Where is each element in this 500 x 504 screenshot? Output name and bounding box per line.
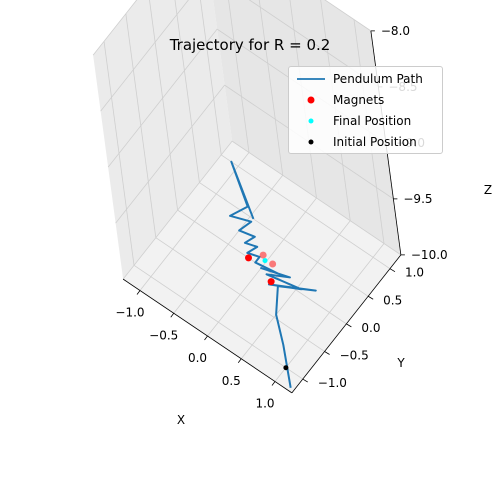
legend-item-final: Final Position xyxy=(289,111,444,131)
z-tick-label: −10.0 xyxy=(411,248,448,262)
y-axis-title: Y xyxy=(396,356,405,370)
x-tick xyxy=(237,358,242,363)
y-tick-label: 0.5 xyxy=(383,293,402,307)
y-tick-label: 0.0 xyxy=(361,321,380,335)
gridline xyxy=(122,140,233,280)
x-tick-label: 0.0 xyxy=(188,351,207,365)
gridline xyxy=(231,140,402,256)
z-axis-title: Z xyxy=(484,183,492,197)
legend: Pendulum Path Magnets Final Position Ini… xyxy=(288,66,443,154)
magnet-point xyxy=(267,278,275,286)
x-axis-title: X xyxy=(177,413,185,427)
x-tick xyxy=(136,290,141,295)
gridline xyxy=(115,84,225,224)
y-tick-label: −1.0 xyxy=(318,376,347,390)
legend-label-path: Pendulum Path xyxy=(333,72,423,86)
final-position-point xyxy=(262,258,268,264)
magnet-point xyxy=(269,260,277,268)
legend-item-initial: Initial Position xyxy=(289,132,444,152)
y-tick-label: 1.0 xyxy=(405,266,424,280)
gridline xyxy=(199,182,369,297)
magnet-point xyxy=(245,254,252,262)
legend-item-magnets: Magnets xyxy=(289,90,444,110)
gridline xyxy=(107,28,218,168)
x-tick-label: 0.5 xyxy=(222,374,241,388)
legend-dot-icon xyxy=(307,96,315,104)
left-pane xyxy=(93,0,233,280)
gridline xyxy=(100,0,189,112)
legend-dot-icon xyxy=(308,139,314,145)
x-tick xyxy=(204,335,208,341)
x-tick-label: 1.0 xyxy=(255,397,274,411)
gridline xyxy=(221,154,391,270)
legend-dot-icon xyxy=(308,118,314,124)
gridline xyxy=(324,0,372,32)
gridline xyxy=(274,243,385,382)
z-tick-label: −8.0 xyxy=(381,24,410,38)
legend-label-initial: Initial Position xyxy=(333,135,417,149)
y-tick-label: −0.5 xyxy=(340,348,369,362)
legend-label-final: Final Position xyxy=(333,114,412,128)
legend-line-icon xyxy=(297,78,325,80)
y-tick xyxy=(346,323,352,328)
pendulum-path xyxy=(229,160,317,389)
z-tick-label: −9.5 xyxy=(403,192,432,206)
initial-position-point xyxy=(283,365,289,371)
y-tick xyxy=(324,351,330,355)
x-tick xyxy=(170,313,175,318)
gridline xyxy=(92,0,138,56)
chart-title: Trajectory for R = 0.2 xyxy=(169,36,331,54)
x-tick xyxy=(271,381,276,386)
y-tick xyxy=(367,295,374,300)
gridline xyxy=(177,209,347,325)
legend-label-magnets: Magnets xyxy=(333,93,385,107)
gridline xyxy=(240,220,351,359)
y-tick xyxy=(389,268,396,273)
y-tick xyxy=(302,378,308,383)
x-tick-label: −1.0 xyxy=(115,306,144,320)
x-tick-label: −0.5 xyxy=(149,328,178,342)
legend-item-path: Pendulum Path xyxy=(289,69,444,89)
magnet-point xyxy=(259,251,267,259)
